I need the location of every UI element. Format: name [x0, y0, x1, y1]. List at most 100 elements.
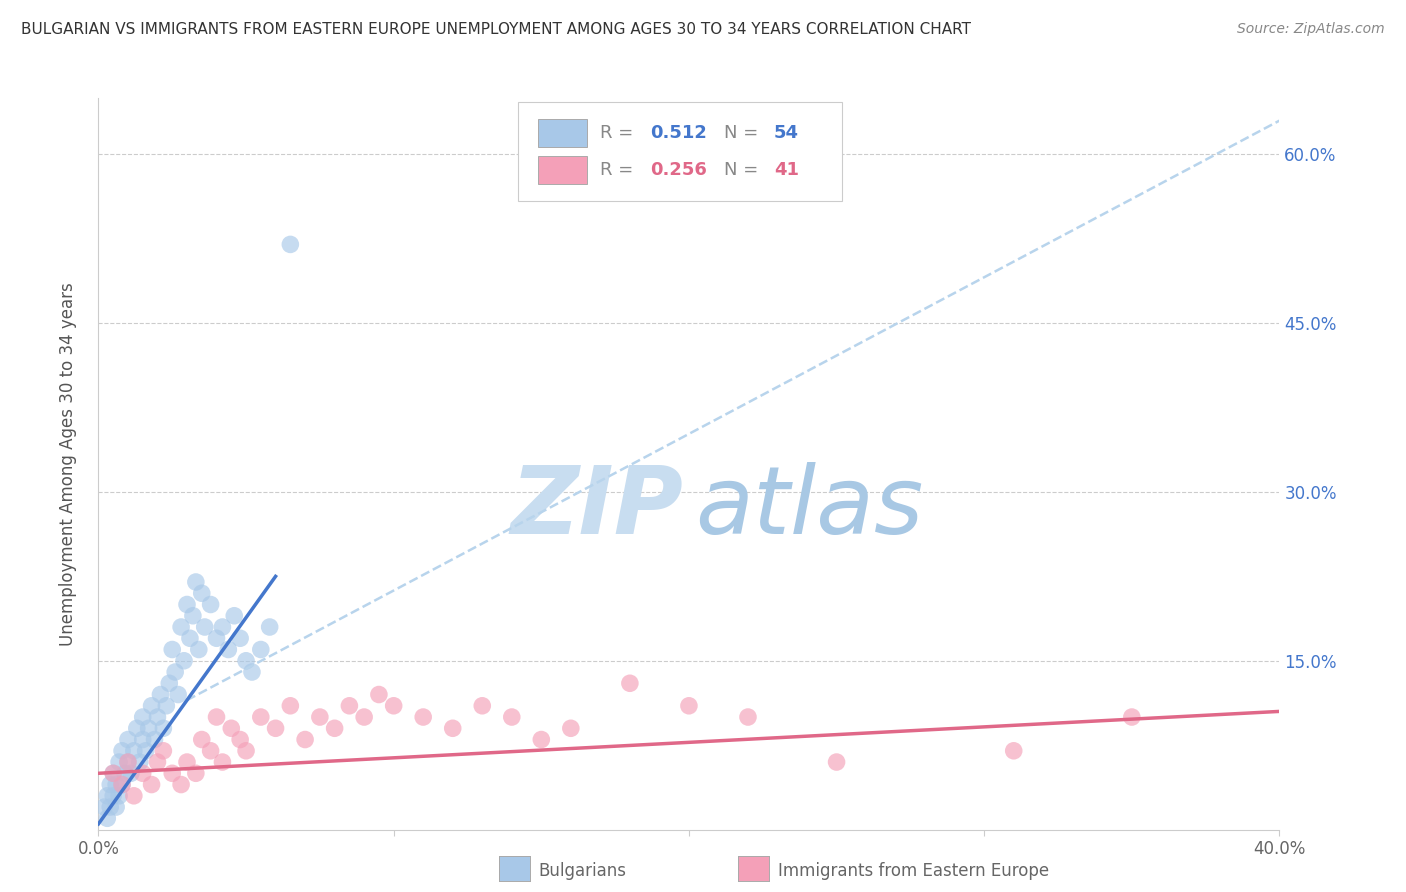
Text: R =: R =	[600, 124, 640, 142]
Point	[278, 698, 302, 713]
Point	[103, 766, 125, 780]
Point	[235, 654, 257, 668]
Point	[184, 766, 207, 780]
Point	[176, 755, 198, 769]
Point	[250, 642, 273, 657]
Point	[149, 688, 172, 702]
Point	[530, 732, 553, 747]
Point	[441, 721, 464, 735]
Point	[105, 778, 128, 792]
Point	[132, 766, 155, 780]
Point	[111, 778, 134, 792]
Point	[205, 710, 228, 724]
Point	[200, 744, 222, 758]
Point	[111, 744, 134, 758]
Text: ZIP: ZIP	[510, 462, 683, 554]
Text: Bulgarians: Bulgarians	[538, 862, 627, 880]
Point	[125, 721, 148, 735]
Point	[181, 608, 204, 623]
Text: Source: ZipAtlas.com: Source: ZipAtlas.com	[1237, 22, 1385, 37]
Point	[157, 676, 180, 690]
Text: R =: R =	[600, 161, 640, 178]
Y-axis label: Unemployment Among Ages 30 to 34 years: Unemployment Among Ages 30 to 34 years	[59, 282, 77, 646]
Point	[146, 755, 169, 769]
Point	[141, 778, 163, 792]
Point	[162, 642, 183, 657]
Point	[339, 698, 360, 713]
Point	[167, 688, 190, 702]
Point	[229, 732, 252, 747]
Point	[170, 620, 193, 634]
Point	[165, 665, 187, 679]
Point	[173, 654, 195, 668]
Point	[146, 710, 169, 724]
Point	[240, 665, 263, 679]
Point	[135, 744, 157, 758]
Point	[471, 698, 494, 713]
Point	[176, 598, 198, 612]
Point	[132, 710, 155, 724]
Point	[114, 766, 136, 780]
Point	[412, 710, 434, 724]
Point	[117, 755, 139, 769]
Point	[368, 688, 391, 702]
Point	[103, 789, 125, 803]
Point	[122, 789, 145, 803]
Point	[120, 766, 142, 780]
Point	[117, 732, 139, 747]
Point	[179, 632, 201, 646]
Point	[105, 800, 128, 814]
Point	[678, 698, 700, 713]
Point	[235, 744, 257, 758]
Point	[117, 755, 139, 769]
FancyBboxPatch shape	[537, 156, 588, 184]
Point	[191, 732, 214, 747]
Point	[278, 237, 302, 252]
Point	[108, 755, 131, 769]
Point	[309, 710, 332, 724]
Point	[217, 642, 239, 657]
Point	[219, 721, 242, 735]
Point	[152, 744, 174, 758]
Text: 0.256: 0.256	[650, 161, 707, 178]
Point	[138, 721, 160, 735]
Point	[294, 732, 316, 747]
Point	[825, 755, 848, 769]
Text: BULGARIAN VS IMMIGRANTS FROM EASTERN EUROPE UNEMPLOYMENT AMONG AGES 30 TO 34 YEA: BULGARIAN VS IMMIGRANTS FROM EASTERN EUR…	[21, 22, 972, 37]
Point	[353, 710, 375, 724]
Point	[323, 721, 346, 735]
Point	[737, 710, 759, 724]
Point	[143, 732, 166, 747]
Text: 54: 54	[773, 124, 799, 142]
Point	[194, 620, 217, 634]
Point	[200, 598, 222, 612]
Point	[187, 642, 209, 657]
Point	[103, 766, 125, 780]
Point	[382, 698, 405, 713]
Point	[211, 755, 233, 769]
Point	[250, 710, 273, 724]
Point	[259, 620, 281, 634]
Point	[224, 608, 246, 623]
Text: atlas: atlas	[695, 462, 924, 553]
Point	[98, 800, 121, 814]
Point	[128, 755, 150, 769]
Point	[191, 586, 214, 600]
Point	[229, 632, 252, 646]
Text: N =: N =	[724, 161, 765, 178]
Point	[96, 811, 118, 825]
FancyBboxPatch shape	[537, 120, 588, 147]
Text: 41: 41	[773, 161, 799, 178]
FancyBboxPatch shape	[517, 102, 842, 201]
Point	[122, 744, 145, 758]
Point	[184, 574, 207, 589]
Point	[132, 732, 155, 747]
Point	[619, 676, 641, 690]
Point	[211, 620, 233, 634]
Point	[111, 778, 134, 792]
Point	[96, 789, 118, 803]
Text: 0.512: 0.512	[650, 124, 707, 142]
Text: Immigrants from Eastern Europe: Immigrants from Eastern Europe	[778, 862, 1049, 880]
Point	[170, 778, 193, 792]
Point	[155, 698, 177, 713]
